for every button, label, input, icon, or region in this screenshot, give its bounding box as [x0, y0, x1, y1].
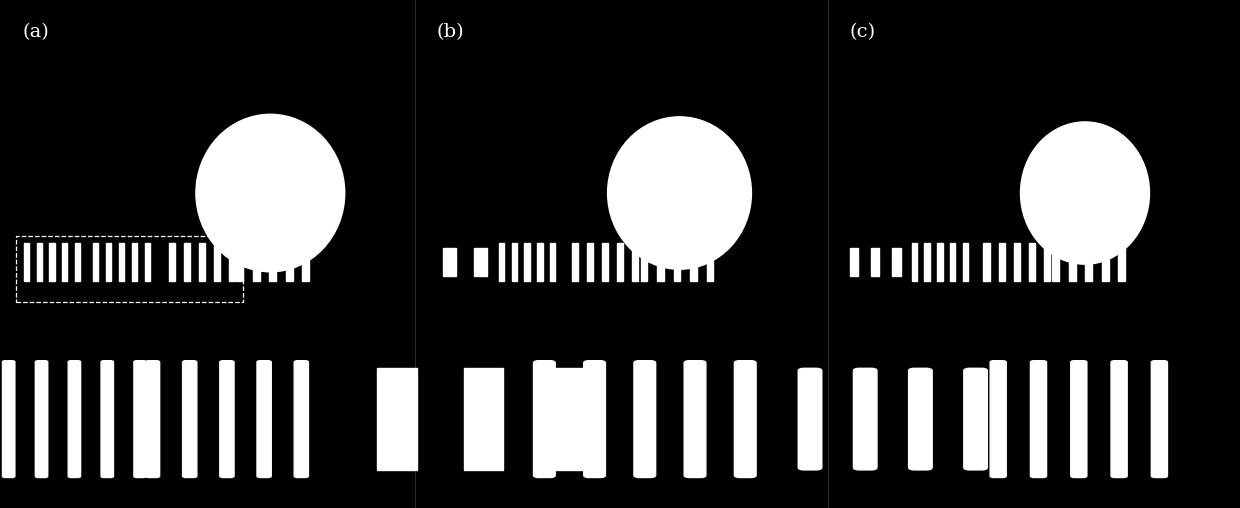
Bar: [707, 243, 713, 280]
Text: (a): (a): [22, 23, 50, 41]
Bar: [998, 243, 1004, 280]
Bar: [119, 243, 124, 280]
Bar: [93, 243, 98, 280]
Bar: [657, 243, 663, 280]
FancyBboxPatch shape: [35, 361, 47, 478]
Bar: [37, 243, 42, 280]
FancyBboxPatch shape: [1071, 361, 1086, 478]
Bar: [632, 243, 639, 280]
Bar: [1029, 243, 1035, 280]
Bar: [1053, 243, 1059, 280]
Bar: [16, 236, 243, 302]
Bar: [1069, 243, 1075, 280]
Bar: [551, 368, 590, 470]
FancyBboxPatch shape: [257, 361, 272, 478]
Bar: [1102, 243, 1109, 280]
Bar: [50, 243, 55, 280]
Bar: [498, 243, 503, 280]
Bar: [105, 243, 112, 280]
FancyBboxPatch shape: [145, 361, 160, 478]
Bar: [377, 368, 417, 470]
Bar: [983, 243, 990, 280]
Bar: [286, 243, 293, 280]
Ellipse shape: [608, 117, 751, 269]
Bar: [464, 368, 503, 470]
Bar: [184, 243, 190, 280]
Bar: [1044, 243, 1050, 280]
Bar: [253, 243, 259, 280]
Bar: [474, 248, 486, 276]
FancyBboxPatch shape: [134, 361, 146, 478]
Bar: [551, 243, 556, 280]
Bar: [911, 243, 916, 280]
Bar: [512, 243, 517, 280]
FancyBboxPatch shape: [1111, 361, 1127, 478]
Bar: [924, 243, 930, 280]
Bar: [893, 248, 900, 276]
Bar: [950, 243, 955, 280]
FancyBboxPatch shape: [1151, 361, 1168, 478]
Ellipse shape: [196, 114, 345, 272]
FancyBboxPatch shape: [853, 368, 877, 470]
FancyBboxPatch shape: [584, 361, 605, 478]
Bar: [62, 243, 67, 280]
Bar: [673, 243, 681, 280]
FancyBboxPatch shape: [294, 361, 309, 478]
Bar: [691, 243, 697, 280]
Text: (b): (b): [436, 23, 464, 41]
Bar: [237, 243, 243, 280]
FancyBboxPatch shape: [2, 361, 15, 478]
Bar: [525, 243, 529, 280]
Bar: [1118, 243, 1125, 280]
Bar: [229, 243, 236, 280]
Bar: [1013, 243, 1019, 280]
Bar: [851, 248, 858, 276]
FancyBboxPatch shape: [1030, 361, 1047, 478]
FancyBboxPatch shape: [634, 361, 656, 478]
Bar: [937, 243, 942, 280]
FancyBboxPatch shape: [182, 361, 197, 478]
FancyBboxPatch shape: [990, 361, 1007, 478]
Ellipse shape: [1021, 122, 1149, 264]
Bar: [603, 243, 609, 280]
FancyBboxPatch shape: [533, 361, 556, 478]
FancyBboxPatch shape: [909, 368, 932, 470]
Bar: [537, 243, 543, 280]
Text: (c): (c): [849, 23, 875, 41]
Bar: [25, 243, 30, 280]
FancyBboxPatch shape: [219, 361, 234, 478]
Bar: [641, 243, 647, 280]
Bar: [1085, 243, 1092, 280]
Bar: [303, 243, 309, 280]
Bar: [215, 243, 221, 280]
Bar: [269, 243, 277, 280]
FancyBboxPatch shape: [734, 361, 756, 478]
Bar: [572, 243, 578, 280]
FancyBboxPatch shape: [684, 361, 706, 478]
Bar: [198, 243, 206, 280]
Bar: [618, 243, 624, 280]
FancyBboxPatch shape: [799, 368, 822, 470]
Bar: [872, 248, 879, 276]
Bar: [587, 243, 593, 280]
Bar: [444, 248, 456, 276]
Bar: [74, 243, 79, 280]
Bar: [963, 243, 968, 280]
Bar: [131, 243, 138, 280]
Bar: [145, 243, 150, 280]
FancyBboxPatch shape: [963, 368, 987, 470]
FancyBboxPatch shape: [68, 361, 81, 478]
FancyBboxPatch shape: [102, 361, 114, 478]
Bar: [169, 243, 175, 280]
